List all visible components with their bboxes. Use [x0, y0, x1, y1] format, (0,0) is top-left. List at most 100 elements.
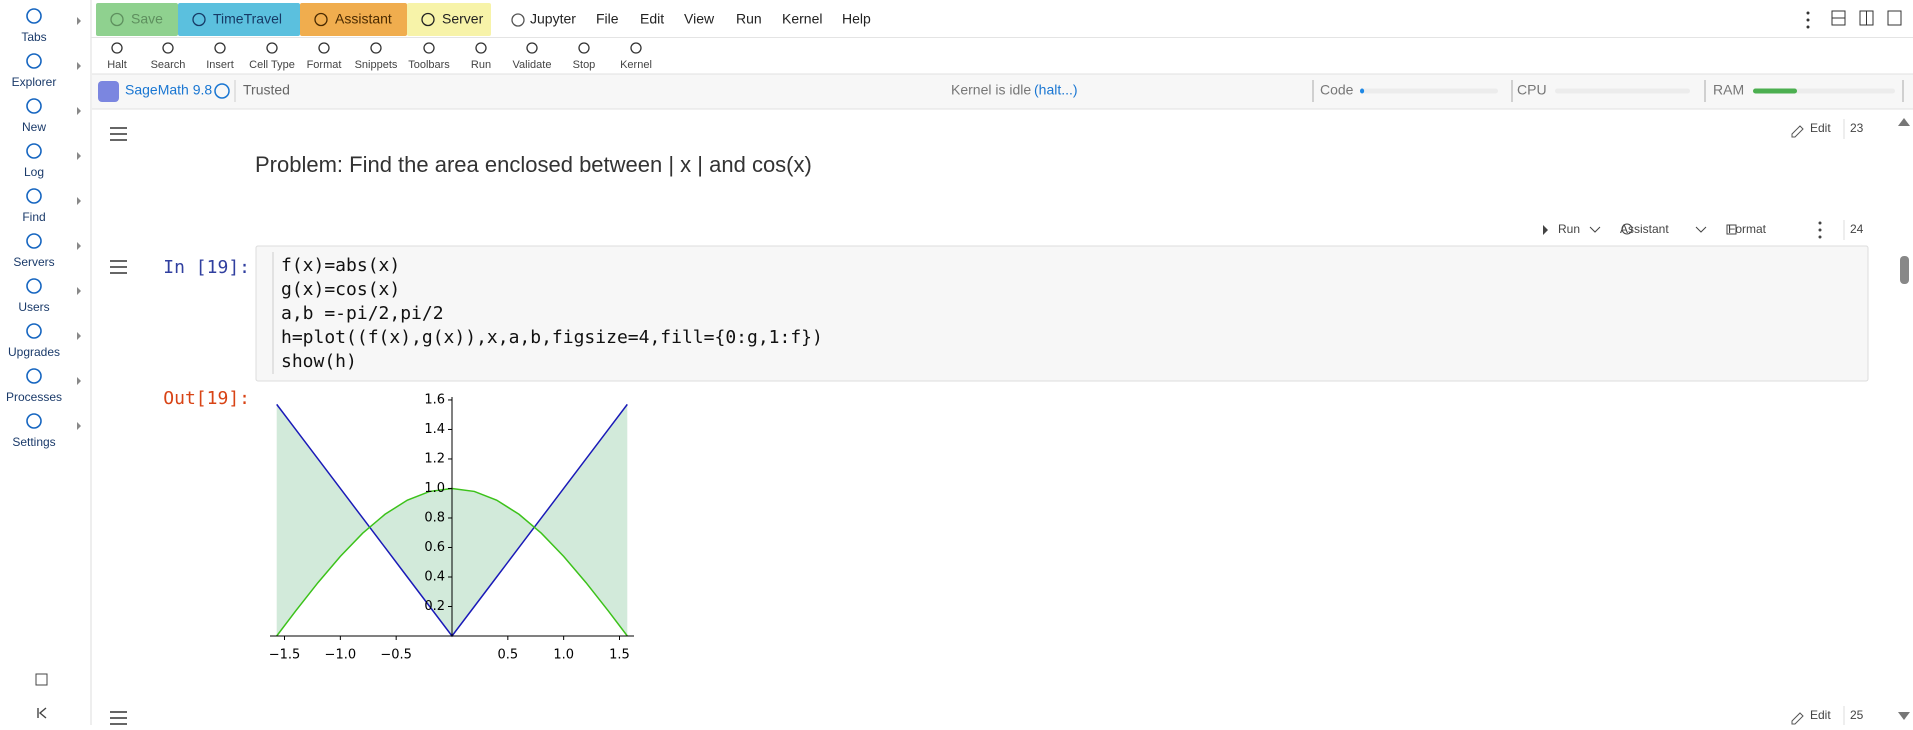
output-prompt: Out[19]:: [163, 388, 250, 409]
menu-item[interactable]: Run: [736, 11, 762, 27]
sidebar-item[interactable]: Settings: [12, 435, 55, 449]
action-label[interactable]: Run: [471, 59, 491, 71]
meter-fill: [1753, 88, 1798, 94]
toolbar-button[interactable]: [96, 3, 178, 36]
y-tick-label: 1.2: [424, 451, 445, 466]
sidebar-icon: [26, 53, 42, 69]
button-icon: [110, 12, 124, 27]
menu-item[interactable]: Help: [842, 11, 871, 27]
sidebar-item[interactable]: Log: [24, 165, 44, 179]
expand-arrow: [77, 422, 81, 430]
toolbar-button-label[interactable]: TimeTravel: [213, 11, 282, 27]
action-label[interactable]: Validate: [513, 59, 552, 71]
sidebar-icon: [26, 233, 42, 249]
menu-item[interactable]: Edit: [640, 11, 664, 27]
sidebar-item[interactable]: Explorer: [12, 75, 57, 89]
y-tick-label: 0.6: [424, 540, 445, 555]
expand-arrow: [77, 242, 81, 250]
action-label[interactable]: Snippets: [355, 59, 398, 71]
x-tick-label: −0.5: [380, 648, 412, 663]
collapse-icon: [37, 707, 47, 719]
kernel-state: Kernel is idle: [951, 82, 1031, 98]
kernel-logo: [98, 81, 119, 102]
sidebar-icon: [26, 278, 42, 294]
menu-item[interactable]: File: [596, 11, 619, 27]
code-line: a,b =-pi/2,pi/2: [281, 303, 444, 324]
more-icon: [1818, 235, 1822, 239]
action-label[interactable]: Stop: [573, 59, 596, 71]
layout-icon: [1887, 10, 1902, 26]
action-label[interactable]: Insert: [206, 59, 234, 71]
menu-item[interactable]: Jupyter: [530, 11, 576, 27]
x-tick-label: 0.5: [497, 648, 518, 663]
action-icon: [318, 42, 330, 54]
menu-item[interactable]: View: [684, 11, 715, 27]
sidebar-icon: [26, 188, 42, 204]
code-editor[interactable]: [255, 245, 1869, 382]
toolbar-button-label[interactable]: Server: [442, 11, 484, 27]
dropdown: [1589, 226, 1601, 233]
cell-action[interactable]: Assistant: [1620, 222, 1669, 236]
code-line: h=plot((f(x),g(x)),x,a,b,figsize=4,fill=…: [281, 327, 823, 348]
edit-button[interactable]: Edit: [1810, 708, 1831, 722]
sidebar-item[interactable]: Upgrades: [8, 345, 60, 359]
halt-link[interactable]: (halt...): [1034, 82, 1078, 98]
kernel-name[interactable]: SageMath 9.8: [125, 82, 212, 98]
sidebar-item[interactable]: Users: [18, 300, 49, 314]
x-tick-label: −1.5: [269, 648, 301, 663]
sidebar-item[interactable]: Tabs: [21, 30, 46, 44]
scroll-thumb[interactable]: [1900, 256, 1909, 284]
sidebar-icon: [26, 8, 42, 24]
sidebar-icon: [26, 413, 42, 429]
sidebar-item[interactable]: Processes: [6, 390, 62, 404]
code-line: f(x)=abs(x): [281, 255, 400, 276]
more-icon: [1806, 18, 1810, 22]
menu-item[interactable]: Kernel: [782, 11, 822, 27]
more-icon: [1818, 221, 1822, 225]
meter-label: Code: [1320, 82, 1354, 98]
edit-button[interactable]: Edit: [1810, 121, 1831, 135]
expand-arrow: [77, 107, 81, 115]
toolbar-button-label[interactable]: Save: [131, 11, 163, 27]
action-icon: [423, 42, 435, 54]
sidebar-item[interactable]: Find: [22, 210, 45, 224]
cell-action[interactable]: Format: [1728, 222, 1767, 236]
panel-icon: [35, 673, 48, 686]
jupyter-icon: [511, 13, 525, 27]
x-tick-label: 1.5: [609, 648, 630, 663]
sidebar: [0, 0, 91, 725]
action-icon: [526, 42, 538, 54]
meter-track: [1555, 88, 1690, 94]
action-icon: [162, 42, 174, 54]
format-icon: [1726, 224, 1737, 235]
sidebar-icon: [26, 98, 42, 114]
sidebar-item[interactable]: New: [22, 120, 46, 134]
y-tick-label: 0.8: [424, 510, 445, 525]
action-icon: [630, 42, 642, 54]
run-icon: [1543, 225, 1548, 235]
action-label[interactable]: Cell Type: [249, 59, 295, 71]
toolbar-button[interactable]: [178, 3, 300, 36]
expand-arrow: [77, 62, 81, 70]
sidebar-icon: [26, 368, 42, 384]
action-icon: [578, 42, 590, 54]
sidebar-icon: [26, 143, 42, 159]
meter-label: RAM: [1713, 82, 1744, 98]
trusted: Trusted: [243, 82, 290, 98]
action-label[interactable]: Kernel: [620, 59, 652, 71]
action-label[interactable]: Format: [307, 59, 342, 71]
x-tick-label: 1.0: [553, 648, 574, 663]
expand-arrow: [77, 377, 81, 385]
action-label[interactable]: Toolbars: [408, 59, 450, 71]
action-icon: [370, 42, 382, 54]
y-tick-label: 1.0: [424, 481, 445, 496]
toolbar-button[interactable]: [407, 3, 491, 36]
toolbar-button-label[interactable]: Assistant: [335, 11, 392, 27]
cell-action[interactable]: Run: [1558, 222, 1580, 236]
action-label[interactable]: Search: [151, 59, 186, 71]
more-icon: [1806, 11, 1810, 15]
action-label[interactable]: Halt: [107, 59, 127, 71]
sidebar-item[interactable]: Servers: [13, 255, 54, 269]
x-tick-label: −1.0: [325, 648, 357, 663]
toolbar-button[interactable]: [300, 3, 407, 36]
